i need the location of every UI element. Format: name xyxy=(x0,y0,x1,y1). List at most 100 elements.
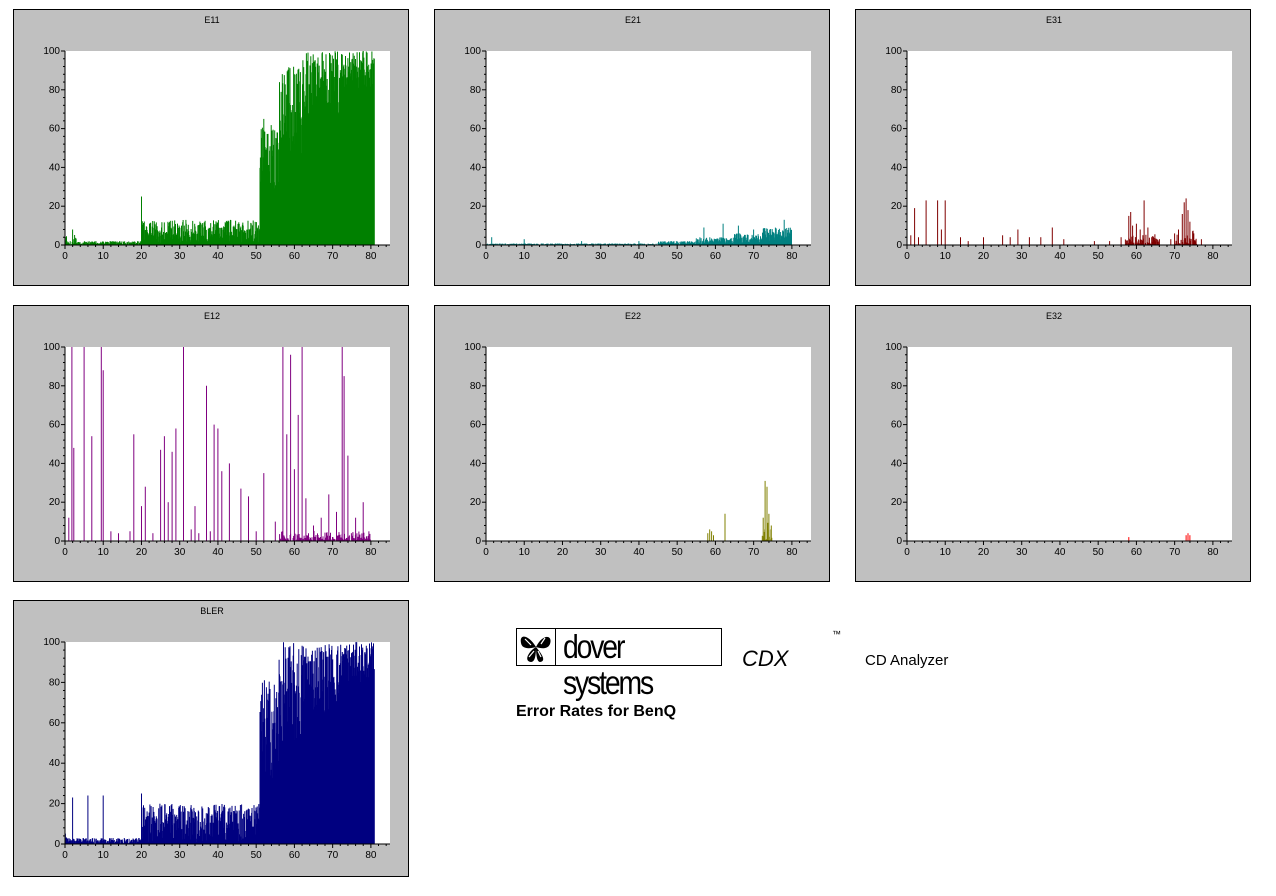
x-tick-label: 30 xyxy=(595,547,607,558)
x-tick-label: 0 xyxy=(62,547,68,558)
y-tick-label: 100 xyxy=(885,342,902,353)
branding: dover systems CDX ™ CD Analyzer Error Ra… xyxy=(516,628,976,738)
x-tick-label: 0 xyxy=(62,850,68,861)
plot-area xyxy=(486,51,811,245)
trademark-mark: ™ xyxy=(832,629,841,639)
chart-panel-e32: E32 0 20 40 60 80 100 0 10 20 30 40 50 60 70 80 xyxy=(855,305,1251,582)
x-tick-label: 10 xyxy=(98,547,110,558)
plot-area xyxy=(65,347,390,541)
y-tick-label: 0 xyxy=(54,240,60,251)
data-series xyxy=(1128,533,1191,541)
x-tick-label: 20 xyxy=(136,850,148,861)
product-name: CDX xyxy=(742,646,789,671)
y-tick-label: 40 xyxy=(891,162,903,173)
x-tick-label: 50 xyxy=(251,547,263,558)
y-tick-label: 80 xyxy=(470,381,482,392)
x-tick-label: 60 xyxy=(710,251,722,262)
x-tick-label: 0 xyxy=(904,547,910,558)
x-tick-label: 10 xyxy=(98,251,110,262)
plot-area xyxy=(907,347,1232,541)
x-tick-label: 80 xyxy=(786,251,798,262)
y-tick-label: 20 xyxy=(891,497,903,508)
chart-title: E22 xyxy=(625,311,641,321)
x-tick-label: 20 xyxy=(557,547,569,558)
x-tick-label: 70 xyxy=(327,251,339,262)
y-tick-label: 20 xyxy=(470,201,482,212)
x-tick-label: 40 xyxy=(633,251,645,262)
chart-title: E32 xyxy=(1046,311,1062,321)
x-tick-label: 10 xyxy=(519,251,531,262)
x-tick-label: 80 xyxy=(365,850,377,861)
y-tick-label: 0 xyxy=(54,536,60,547)
y-tick-label: 60 xyxy=(470,124,482,135)
x-tick-label: 60 xyxy=(289,547,301,558)
chart-panel-bler: BLER 0 20 40 60 80 100 0 10 20 30 40 50 60 70 80 xyxy=(13,600,409,877)
y-tick-label: 100 xyxy=(464,46,481,57)
x-tick-label: 40 xyxy=(1054,547,1066,558)
x-tick-label: 10 xyxy=(98,850,110,861)
y-tick-label: 60 xyxy=(891,124,903,135)
x-tick-label: 60 xyxy=(289,850,301,861)
x-tick-label: 80 xyxy=(1207,251,1219,262)
butterfly-icon xyxy=(517,629,556,665)
x-tick-label: 40 xyxy=(633,547,645,558)
x-tick-label: 70 xyxy=(327,547,339,558)
plot-area xyxy=(486,347,811,541)
y-tick-label: 40 xyxy=(49,758,61,769)
chart-panel-e11: E11 0 20 40 60 80 100 0 10 20 30 40 50 60 70 80 xyxy=(13,9,409,286)
y-tick-label: 80 xyxy=(470,85,482,96)
y-tick-label: 100 xyxy=(885,46,902,57)
y-tick-label: 60 xyxy=(49,124,61,135)
y-tick-label: 100 xyxy=(43,637,60,648)
y-tick-label: 60 xyxy=(49,718,61,729)
chart-e12: E12 0 20 40 60 80 100 0 10 20 30 40 50 60 70 80 xyxy=(43,311,390,558)
y-tick-label: 40 xyxy=(470,458,482,469)
chart-e22: E22 0 20 40 60 80 100 0 10 20 30 40 50 60 70 80 xyxy=(464,311,811,558)
x-tick-label: 20 xyxy=(136,547,148,558)
chart-title: E12 xyxy=(204,311,220,321)
y-tick-label: 80 xyxy=(49,85,61,96)
y-tick-label: 0 xyxy=(475,240,481,251)
x-tick-label: 20 xyxy=(978,547,990,558)
x-tick-label: 50 xyxy=(1093,547,1105,558)
x-tick-label: 20 xyxy=(978,251,990,262)
company-name: dover systems xyxy=(563,628,654,701)
x-tick-label: 60 xyxy=(1131,547,1143,558)
x-tick-label: 10 xyxy=(940,251,952,262)
plot-area xyxy=(907,51,1232,245)
x-tick-label: 10 xyxy=(940,547,952,558)
x-tick-label: 0 xyxy=(483,251,489,262)
data-series xyxy=(707,480,773,541)
y-tick-label: 100 xyxy=(43,46,60,57)
x-tick-label: 50 xyxy=(251,251,263,262)
x-tick-label: 70 xyxy=(327,850,339,861)
data-series xyxy=(64,642,375,844)
y-tick-label: 80 xyxy=(891,381,903,392)
chart-e32: E32 0 20 40 60 80 100 0 10 20 30 40 50 60 70 80 xyxy=(885,311,1232,558)
y-tick-label: 20 xyxy=(49,497,61,508)
chart-panel-e31: E31 0 20 40 60 80 100 0 10 20 30 40 50 60 70 80 xyxy=(855,9,1251,286)
x-tick-label: 0 xyxy=(904,251,910,262)
x-tick-label: 30 xyxy=(1016,251,1028,262)
y-tick-label: 40 xyxy=(49,162,61,173)
chart-e11: E11 0 20 40 60 80 100 0 10 20 30 40 50 60 70 80 xyxy=(43,15,390,262)
chart-panel-e12: E12 0 20 40 60 80 100 0 10 20 30 40 50 60 70 80 xyxy=(13,305,409,582)
x-tick-label: 30 xyxy=(174,850,186,861)
y-tick-label: 0 xyxy=(896,240,902,251)
y-tick-label: 80 xyxy=(49,677,61,688)
chart-panel-e21: E21 0 20 40 60 80 100 0 10 20 30 40 50 60 70 80 xyxy=(434,9,830,286)
y-tick-label: 60 xyxy=(891,420,903,431)
chart-e21: E21 0 20 40 60 80 100 0 10 20 30 40 50 60 70 80 xyxy=(464,15,811,262)
y-tick-label: 80 xyxy=(49,381,61,392)
data-series xyxy=(68,347,371,541)
report-title: Error Rates for BenQ xyxy=(516,703,677,720)
x-tick-label: 80 xyxy=(365,547,377,558)
x-tick-label: 40 xyxy=(212,850,224,861)
x-tick-label: 50 xyxy=(672,251,684,262)
data-series xyxy=(910,198,1202,245)
y-tick-label: 40 xyxy=(470,162,482,173)
chart-title: E21 xyxy=(625,15,641,25)
product-tagline: CD Analyzer xyxy=(865,652,949,669)
x-tick-label: 10 xyxy=(519,547,531,558)
x-tick-label: 50 xyxy=(251,850,263,861)
